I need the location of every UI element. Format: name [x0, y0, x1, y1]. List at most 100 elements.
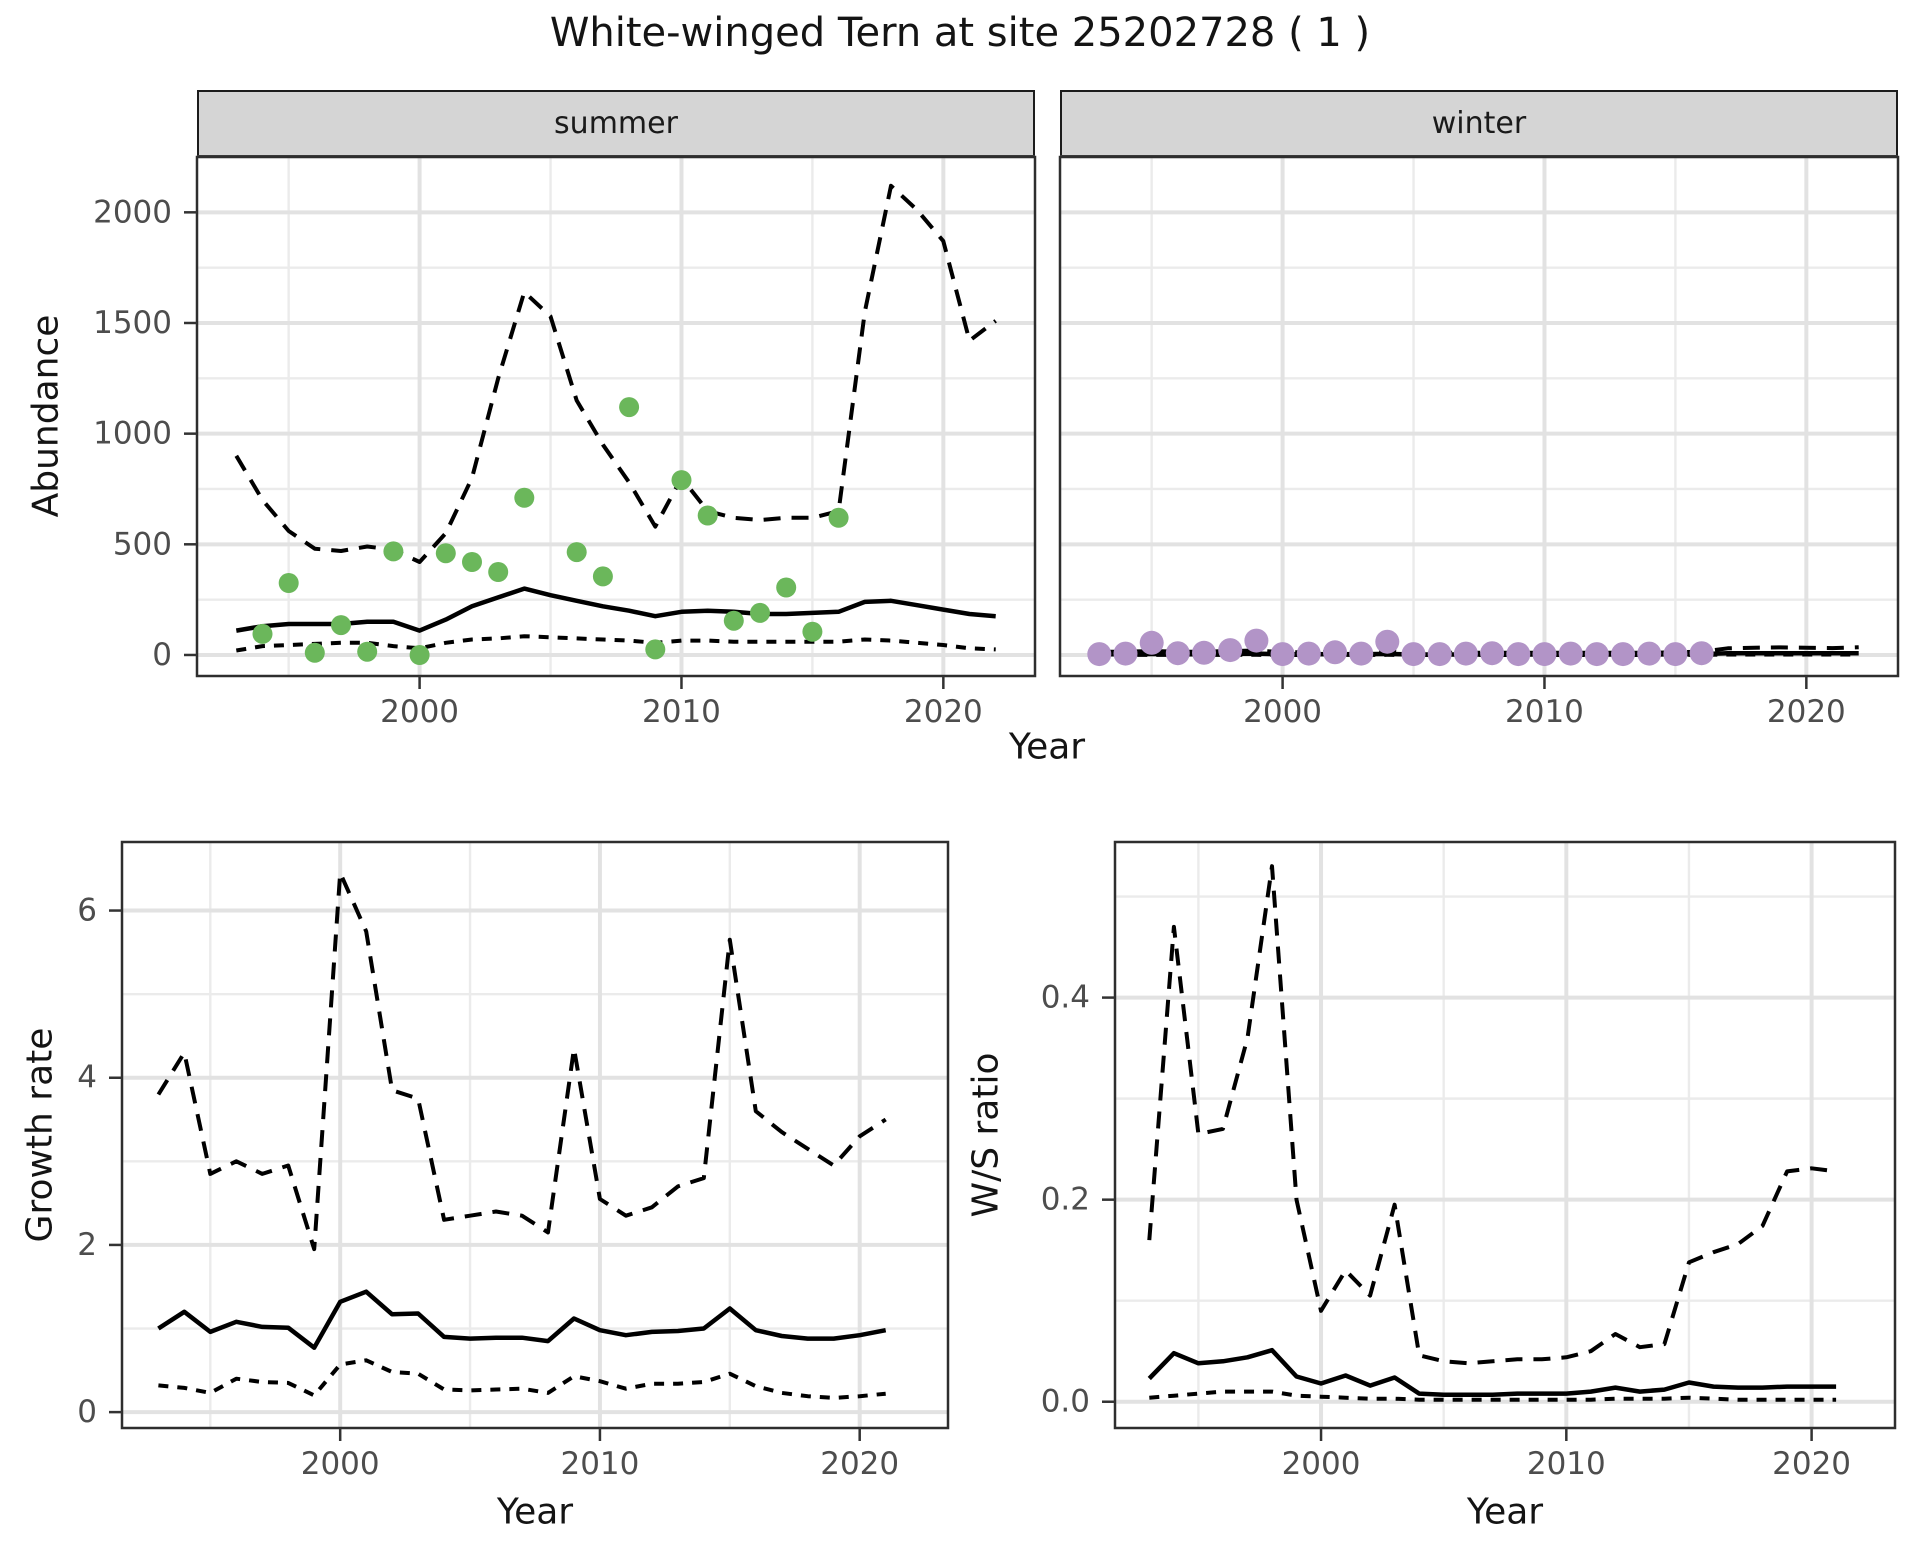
- data-point: [514, 487, 535, 508]
- data-point: [1218, 638, 1243, 663]
- data-point: [671, 470, 692, 491]
- data-point: [619, 397, 640, 418]
- data-point: [1480, 641, 1505, 666]
- facet-strip-winter-label: winter: [1431, 106, 1527, 141]
- y-tick-label: 1000: [93, 416, 172, 452]
- y-tick-label: 4: [77, 1060, 97, 1096]
- y-tick-label: 2000: [93, 194, 172, 230]
- x-tick-label: 2000: [380, 694, 459, 730]
- x-tick-label: 2000: [1243, 694, 1322, 730]
- data-point: [776, 577, 797, 598]
- data-point: [1296, 641, 1321, 666]
- series-upper_ci: [234, 183, 997, 564]
- panel-border: [1113, 840, 1897, 1430]
- data-point: [1427, 642, 1452, 667]
- data-point: [1139, 630, 1164, 655]
- panel-background: [1115, 842, 1895, 1428]
- y-tick-label: 0: [77, 1394, 97, 1430]
- x-axis-title-growth-rate: Year: [496, 1491, 574, 1533]
- y-tick-label: 1500: [93, 305, 172, 341]
- facet-strip-winter: winter: [1060, 90, 1898, 157]
- data-point: [409, 645, 430, 665]
- data-point: [1165, 641, 1190, 666]
- data-point: [1453, 641, 1478, 666]
- data-point: [1244, 628, 1269, 653]
- x-tick-label: 2020: [1772, 1446, 1851, 1482]
- series-upper_ci: [1147, 864, 1837, 1366]
- data-point: [1689, 641, 1714, 666]
- data-point: [357, 641, 378, 662]
- data-point: [331, 615, 351, 636]
- x-tick-label: 2000: [1282, 1446, 1361, 1482]
- data-point: [1584, 642, 1609, 667]
- data-point: [1375, 629, 1400, 654]
- x-axis-title-top: Year: [1008, 726, 1086, 768]
- x-tick-label: 2010: [1505, 694, 1584, 730]
- data-point: [278, 573, 299, 593]
- x-tick-label: 2010: [642, 694, 721, 730]
- x-tick-label: 2020: [1767, 694, 1846, 730]
- facet-strip-summer: summer: [197, 90, 1035, 157]
- data-point: [304, 642, 325, 663]
- data-point: [1113, 641, 1138, 666]
- y-tick-label: 500: [113, 526, 172, 562]
- x-tick-label: 2020: [904, 694, 983, 730]
- data-point: [488, 562, 509, 582]
- y-tick-label: 0: [152, 637, 172, 673]
- data-point: [802, 621, 823, 642]
- data-point: [592, 566, 613, 587]
- data-point: [462, 552, 482, 572]
- facet-strip-summer-label: summer: [554, 106, 678, 141]
- y-tick-label: 0.0: [1041, 1384, 1090, 1420]
- data-point: [723, 610, 744, 631]
- data-point: [1087, 642, 1112, 667]
- data-point: [1349, 641, 1374, 666]
- series-median: [1147, 1347, 1837, 1397]
- series-lower_ci: [158, 1358, 886, 1400]
- panel-border: [195, 155, 1037, 678]
- data-point: [435, 543, 456, 564]
- x-tick-label: 2020: [820, 1446, 899, 1482]
- series-lower_ci: [235, 634, 996, 653]
- data-point: [1323, 640, 1347, 665]
- data-point: [1401, 642, 1426, 667]
- data-point: [566, 542, 587, 563]
- x-tick-label: 2000: [301, 1446, 380, 1482]
- data-point: [1192, 640, 1216, 665]
- panel-background: [197, 157, 1035, 676]
- chart-title: White-winged Tern at site 25202728 ( 1 ): [549, 10, 1371, 56]
- data-point: [697, 505, 718, 526]
- data-point: [645, 639, 666, 660]
- series-upper_ci: [156, 870, 887, 1252]
- data-point: [828, 507, 849, 528]
- data-point: [1506, 642, 1531, 667]
- x-axis-title-ws-ratio: Year: [1466, 1491, 1544, 1533]
- series-lower_ci: [1149, 1389, 1837, 1402]
- x-tick-label: 2010: [560, 1446, 639, 1482]
- panel-ws-ratio: 2000 2010 2020 0.0 0.2 0.4: [1041, 840, 1897, 1482]
- data-point: [750, 602, 770, 623]
- y-tick-label: 6: [77, 893, 97, 929]
- data-point: [1637, 641, 1662, 666]
- panel-background: [1060, 157, 1898, 676]
- data-point: [252, 623, 273, 644]
- series-lower_ci: [1099, 652, 1859, 657]
- y-tick-label: 0.4: [1041, 980, 1090, 1016]
- series-median: [157, 1289, 887, 1350]
- data-point: [1558, 641, 1583, 666]
- y-tick-label: 2: [77, 1227, 97, 1263]
- data-point: [1532, 642, 1557, 667]
- panel-border: [120, 840, 950, 1430]
- data-point: [1270, 642, 1295, 667]
- data-point: [383, 541, 404, 562]
- series-median: [235, 586, 996, 633]
- panel-abundance-winter: 2000 2010 2020: [1058, 155, 1900, 730]
- x-tick-label: 2010: [1527, 1446, 1606, 1482]
- panel-border: [1058, 155, 1900, 678]
- data-point: [1611, 642, 1635, 667]
- panel-growth-rate: 2000 2010 2020 0 2 4 6: [77, 840, 950, 1482]
- panel-abundance-summer: 2000 2010 2020 0 500 1000 1500 2000: [93, 155, 1037, 730]
- y-tick-label: 0.2: [1041, 1182, 1090, 1218]
